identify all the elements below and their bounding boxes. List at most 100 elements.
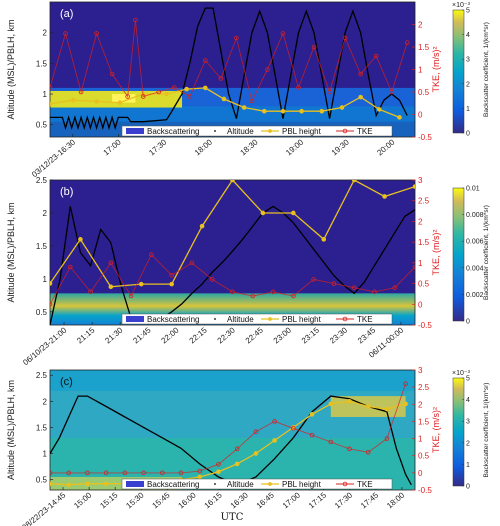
data-point-pbl-height <box>339 105 345 110</box>
data-point-tke <box>296 85 301 90</box>
data-point-pbl-height <box>328 401 334 407</box>
data-point-tke <box>209 277 215 282</box>
data-point-tke <box>373 53 379 59</box>
data-point-pbl-height <box>164 91 169 97</box>
y-tick-label: 1 <box>43 275 48 284</box>
data-point-tke <box>403 381 408 387</box>
data-point-tke <box>311 277 316 282</box>
data-point-tke <box>331 281 337 286</box>
y-tick-label: 0.5 <box>36 308 48 317</box>
y2-tick-label: 0 <box>418 469 423 478</box>
data-point-tke <box>178 470 184 476</box>
x-axis-label: UTC <box>221 512 244 523</box>
colorbar-exponent: ×10⁻³ <box>452 370 471 377</box>
legend-label: TKE <box>357 127 373 136</box>
data-point-tke <box>149 252 154 257</box>
data-point-tke <box>342 35 348 41</box>
data-point-pbl-height <box>138 281 144 287</box>
colorbar-label: Backscatter coefficient, 1/(km*sr) <box>483 383 490 478</box>
colorbar-exponent: ×10⁻³ <box>452 2 471 9</box>
colorbar-tick-label: 5 <box>466 376 470 383</box>
data-point-pbl-height <box>169 281 174 287</box>
data-point-tke <box>230 289 235 295</box>
x-tick-label: 19:00 <box>284 137 306 157</box>
data-point-tke <box>309 432 315 438</box>
colorbar-scale <box>452 187 465 322</box>
panel-label: (b) <box>60 186 73 198</box>
data-point-tke <box>291 425 296 431</box>
data-point-pbl-height <box>299 108 304 114</box>
y2-tick-label: -0.5 <box>418 321 432 330</box>
data-point-pbl-height <box>197 474 203 480</box>
data-point-tke <box>66 470 72 476</box>
data-point-tke <box>404 40 410 45</box>
data-point-pbl-height <box>85 481 90 487</box>
x-tick-label: 17:45 <box>359 490 381 510</box>
series-line-altitude <box>50 7 408 131</box>
data-point-pbl-height <box>50 101 53 107</box>
data-point-tke <box>203 58 208 63</box>
data-point-tke <box>249 98 255 104</box>
y2-tick-label: 1.5 <box>418 238 430 247</box>
data-point-pbl-height <box>321 237 327 242</box>
colorbar-tick-label: 0 <box>466 319 470 326</box>
data-point-tke <box>234 446 240 452</box>
colorbar-scale <box>452 9 465 134</box>
x-tick-label: 15:30 <box>124 490 146 510</box>
x-tick-label: 03/12/23-16:30 <box>30 137 77 179</box>
colorbar: 0 0.002 0.004 0.006 0.008 0.01 Backscatter coe… <box>452 186 490 326</box>
legend-swatch-altitude <box>214 130 216 132</box>
data-point-tke <box>109 71 115 77</box>
colorbar-tick-label: 4 <box>466 32 470 39</box>
y2-tick-label: 1 <box>418 435 423 444</box>
x-tick-label: 17:30 <box>147 137 169 157</box>
legend-marker-pbl <box>268 482 272 486</box>
legend-marker-pbl <box>268 317 272 321</box>
y2-tick-label: 3 <box>418 366 423 375</box>
colorbar-tick-label: 2 <box>466 440 470 447</box>
y2-tick-label: 2 <box>418 217 423 226</box>
data-point-tke <box>347 446 352 452</box>
data-point-pbl-height <box>347 399 352 404</box>
data-point-tke <box>365 449 371 455</box>
data-point-pbl-height <box>319 108 325 114</box>
data-point-tke <box>133 17 138 23</box>
data-point-tke <box>128 293 134 299</box>
data-point-pbl-height <box>358 94 363 100</box>
legend-swatch-altitude <box>214 318 216 320</box>
data-point-tke <box>140 94 146 99</box>
y2-axis-label: TKE, (m/s)² <box>431 407 441 453</box>
backscatter-field <box>50 180 415 325</box>
data-point-tke <box>125 94 130 99</box>
data-point-tke <box>328 439 334 445</box>
data-point-pbl-height <box>351 180 357 183</box>
data-point-pbl-height <box>397 115 402 120</box>
data-point-tke <box>250 293 256 299</box>
x-tick-label: 23:30 <box>328 325 350 345</box>
y2-tick-label: 1 <box>418 66 423 75</box>
y-tick-label: 2.5 <box>36 371 48 380</box>
aerosol-core <box>112 94 136 103</box>
data-point-tke <box>270 289 276 295</box>
legend-box <box>121 125 393 137</box>
field-top <box>50 370 415 391</box>
panel-label: (c) <box>60 376 73 388</box>
backscatter-field <box>50 2 415 137</box>
legend-marker-tke <box>342 481 348 487</box>
y-axis-label: Altitude (MSL)/PBLH, km <box>6 19 16 119</box>
y-tick-label: 0.5 <box>36 121 48 130</box>
colorbar-tick-label: 0.006 <box>466 239 484 246</box>
x-tick-label: 22:45 <box>244 325 266 345</box>
x-tick-label: 17:30 <box>333 490 355 510</box>
series-group <box>50 7 410 131</box>
x-tick-label: 20:00 <box>375 137 397 157</box>
y2-tick-label: 1 <box>418 259 423 268</box>
panel-2: 0.5 1 1.5 2 2.5 -0.5 0 0.5 1 1.5 2 2.5 3 06/10/23-21:… <box>6 176 490 367</box>
series-line-tke <box>50 19 408 103</box>
x-tick-label: 21:15 <box>75 325 97 345</box>
data-point-pbl-height <box>234 461 240 467</box>
data-point-pbl-height <box>230 180 235 183</box>
x-tick-label: 16:30 <box>229 490 251 510</box>
data-point-pbl-height <box>78 237 83 242</box>
